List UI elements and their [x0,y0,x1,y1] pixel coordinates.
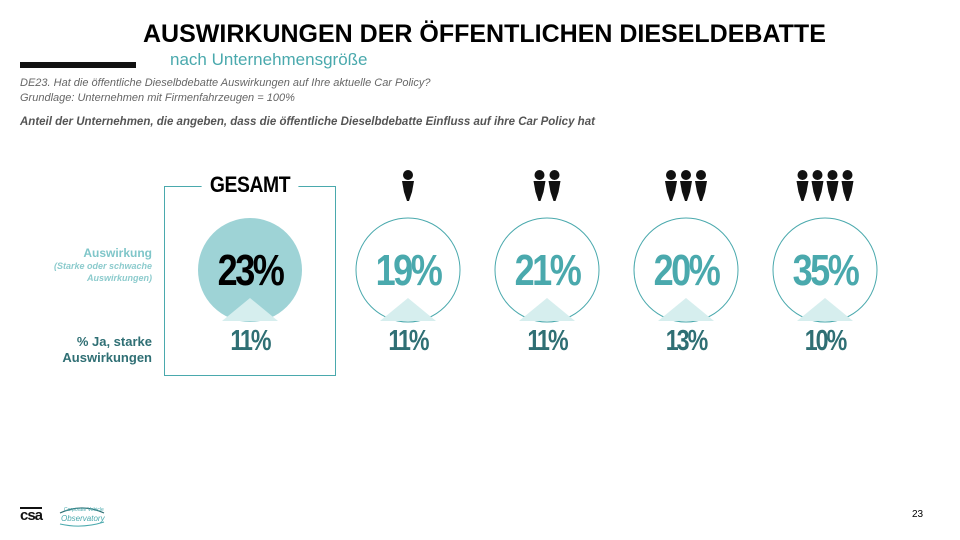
person-icon [680,170,692,201]
page-number: 23 [912,509,924,520]
person-icon [402,170,414,201]
strong-marker-triangle [797,298,853,321]
impact-value-label: 35% [793,246,860,295]
gesamt-label: GESAMT [201,172,299,198]
person-icon [533,170,546,201]
question-text: DE23. Hat die öffentliche Dieselbdebatte… [20,76,431,106]
person-icon [695,170,707,201]
row-label-impact-sub: (Starke oder schwache Auswirkungen) [53,261,152,283]
page-subtitle: nach Unternehmensgröße [170,50,368,69]
strong-value-label: 13% [666,323,708,356]
page-title: AUSWIRKUNGEN DER ÖFFENTLICHEN DIESELDEBA… [143,20,826,48]
row-label-impact: Auswirkung (Starke oder schwache Auswirk… [30,246,152,284]
csa-logo: csa [20,507,43,524]
cvo-logo-line2: Observatory [61,514,105,523]
person-icon [796,170,809,201]
impact-value-label: 19% [376,246,443,295]
strong-marker-triangle [519,298,575,321]
strong-value-label: 10% [805,323,847,356]
title-accent-bar [20,62,136,68]
cvo-logo-line1: Corporate Vehicle [64,507,104,513]
person-icon [826,170,839,201]
cvo-logo: Corporate Vehicle Observatory [58,505,106,527]
person-icon [548,170,561,201]
impact-circle [494,217,600,323]
chart-note: Anteil der Unternehmen, die angeben, das… [20,116,595,128]
impact-value-label: 23% [218,246,285,295]
cvo-logo-swoosh [59,507,105,527]
strong-marker-triangle [658,298,714,321]
person-icon [665,170,677,201]
question-line-2: Grundlage: Unternehmen mit Firmenfahrzeu… [20,92,295,104]
impact-circle [198,218,302,322]
strong-value-label: 11% [230,323,271,356]
question-line-1: DE23. Hat die öffentliche Dieselbdebatte… [20,77,431,89]
strong-value-label: 11% [388,323,429,356]
row-label-impact-main: Auswirkung [83,246,152,260]
impact-circle [355,217,461,323]
impact-circle [633,217,739,323]
impact-circle [772,217,878,323]
strong-marker-triangle [380,298,436,321]
person-icon [811,170,824,201]
strong-marker-triangle [222,298,278,321]
row-label-strong: % Ja, starke Auswirkungen [62,334,152,365]
person-icon [841,170,854,201]
strong-value-label: 11% [527,323,568,356]
impact-value-label: 20% [654,246,721,295]
impact-value-label: 21% [515,246,582,295]
